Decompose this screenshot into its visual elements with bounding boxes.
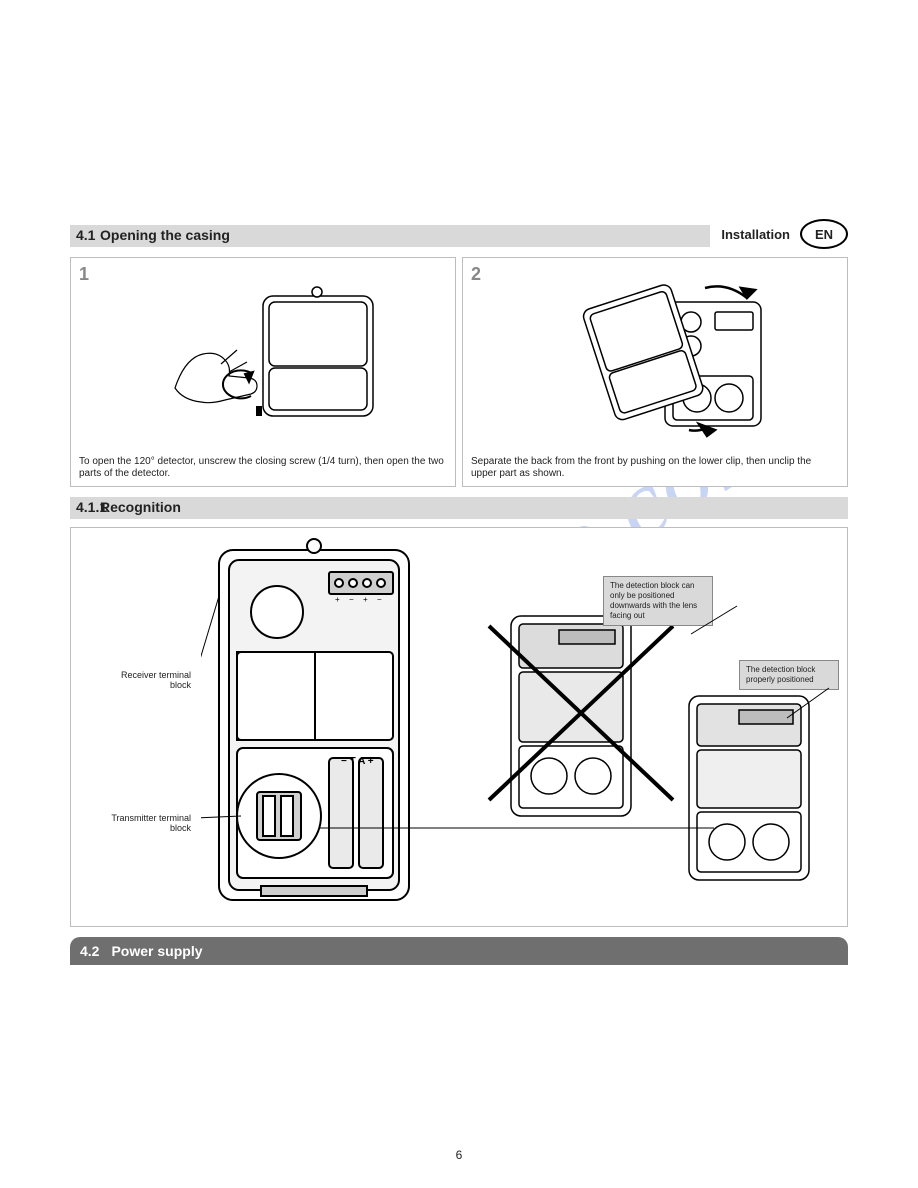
svg-text:+: + [363, 595, 368, 604]
step1-svg [123, 268, 403, 448]
section-4-2-header: 4.2 Power supply [70, 937, 848, 965]
steps-row: 1 [70, 257, 848, 487]
crossed-device-svg [491, 606, 681, 826]
svg-text:+: + [335, 595, 340, 604]
bottom-leader [319, 824, 719, 864]
header-right-label: Installation [721, 227, 790, 242]
recognition-panel: − T A + +− +− Receiver terminal block Tr… [70, 527, 848, 927]
step-1-figure [71, 258, 455, 458]
language-badge: EN [800, 219, 848, 249]
section-4-1-header: 4.1 Opening the casing Installation EN [70, 225, 848, 247]
svg-text:− T A +: − T A + [341, 756, 374, 767]
step-2-caption: Separate the back from the front by push… [471, 456, 839, 480]
page-content: 4.1 Opening the casing Installation EN 1 [70, 60, 848, 965]
section-title: Opening the casing [100, 227, 230, 243]
page-number: 6 [456, 1148, 463, 1162]
step-2-panel: 2 [462, 257, 848, 487]
callout2-leader [779, 684, 839, 724]
svg-text:−: − [377, 595, 382, 604]
step-1-caption: To open the 120° detector, unscrew the c… [79, 456, 447, 480]
step-2-figure [463, 258, 847, 458]
receiver-terminal-label: Receiver terminal block [107, 670, 191, 690]
transmitter-terminal-label: Transmitter terminal block [107, 813, 191, 833]
svg-text:−: − [349, 595, 354, 604]
section-number: 4.1 [76, 227, 95, 243]
step-1-panel: 1 [70, 257, 456, 487]
section-4-1-1-header: 4.1.1 Recognition [70, 497, 848, 519]
callout1-leader [687, 600, 747, 640]
step2-svg [515, 268, 795, 448]
section-411-title: Recognition [100, 499, 181, 515]
section-42-title: Power supply [111, 943, 202, 959]
section-42-number: 4.2 [80, 943, 99, 959]
